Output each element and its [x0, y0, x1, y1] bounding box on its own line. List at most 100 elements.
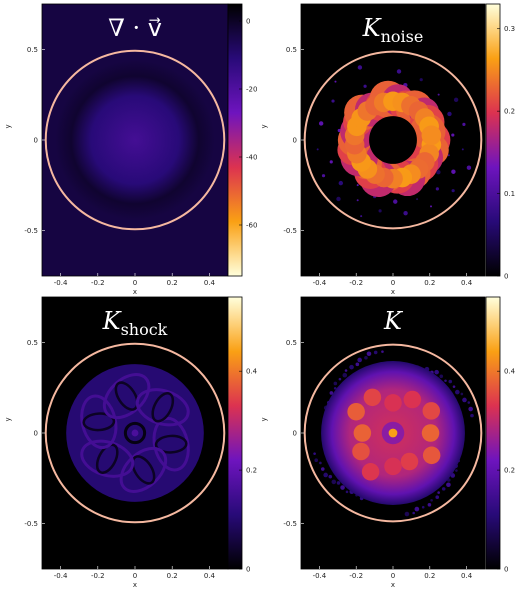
colorbar-tick-label: 0.2 — [504, 467, 515, 475]
panel-title-main: K — [362, 14, 383, 42]
colorbar — [485, 3, 501, 277]
combined-lobe — [403, 390, 422, 409]
noise-speck — [396, 69, 402, 74]
shock-petal — [135, 388, 190, 427]
combined-lobe — [384, 457, 402, 476]
y-tick-label: 0 — [34, 430, 38, 438]
noise-speck — [430, 205, 433, 208]
noise-speck — [453, 97, 459, 103]
combined-lobe — [421, 424, 440, 442]
halo-speck — [467, 401, 471, 404]
panel-title-subscript: noise — [381, 27, 424, 46]
colorbar-tick-label: -20 — [246, 86, 257, 94]
x-axis-label: x — [133, 581, 137, 589]
halo-speck — [333, 381, 338, 386]
combined-lobe — [347, 402, 365, 421]
halo-speck — [323, 472, 328, 478]
halo-speck — [427, 502, 432, 507]
heatmap-field — [44, 49, 226, 231]
x-tick-label: -0.2 — [349, 279, 363, 287]
y-axis-label: y — [4, 417, 12, 421]
noise-speck — [447, 154, 450, 157]
halo-speck — [340, 485, 345, 490]
x-tick-label: 0 — [133, 279, 137, 287]
panel-title-main: K — [383, 307, 404, 335]
halo-speck — [462, 397, 467, 403]
halo-speck — [349, 364, 354, 370]
noise-speck — [337, 128, 341, 133]
halo-speck — [460, 392, 464, 396]
noise-speck — [451, 133, 455, 137]
colorbar-tick-label: 0 — [504, 566, 508, 574]
x-tick-label: 0.4 — [461, 572, 473, 580]
noise-speck — [451, 169, 456, 174]
halo-speck — [373, 350, 378, 355]
heatmap-field — [303, 343, 483, 523]
y-axis-label: y — [260, 417, 268, 421]
halo-speck — [313, 452, 316, 455]
ring-hole — [369, 116, 417, 164]
panel-title: Kshock — [102, 307, 168, 339]
combined-lobe — [400, 452, 419, 471]
heatmap-panel-4: -0.4 -0.2 0 0.2 0.4 0.5 0 -0.5 x y K 0.4 0.2 0 — [260, 296, 516, 589]
colorbar-tick-label: 0.2 — [246, 467, 257, 475]
heatmap-panel-3: -0.4 -0.2 0 0.2 0.4 0.5 0 -0.5 x y Kshock 0.4 0.2 0 — [4, 296, 258, 589]
y-tick-label: 0 — [293, 137, 297, 145]
y-tick-label: 0.5 — [27, 339, 38, 347]
halo-speck — [364, 356, 368, 360]
y-tick-label: 0.5 — [27, 46, 38, 54]
halo-speck — [344, 369, 348, 372]
shock-swirl — [95, 443, 119, 474]
noise-speck — [360, 215, 363, 218]
halo-speck — [355, 362, 360, 367]
shock-swirl — [154, 434, 188, 454]
x-tick-label: -0.2 — [91, 572, 105, 580]
halo-speck — [452, 385, 456, 388]
halo-speck — [342, 372, 348, 378]
halo-speck — [404, 511, 410, 517]
halo-speck — [430, 499, 433, 502]
colorbar — [227, 296, 243, 570]
halo-speck — [434, 369, 439, 375]
x-tick-label: 0.4 — [204, 572, 216, 580]
halo-speck — [444, 379, 447, 383]
noise-speck — [318, 121, 324, 126]
colorbar-tick-label: 0.2 — [504, 108, 515, 116]
x-tick-label: 0.4 — [204, 279, 216, 287]
shock-swirl — [151, 392, 175, 423]
noise-speck — [451, 189, 455, 193]
noise-speck — [378, 209, 382, 213]
noise-speck — [447, 111, 452, 117]
colorbar — [227, 3, 243, 277]
halo-speck — [329, 391, 334, 395]
combined-lobe — [363, 388, 382, 407]
y-tick-label: -0.5 — [24, 227, 38, 235]
domain-circle — [303, 343, 483, 523]
noise-speck — [466, 165, 472, 170]
halo-speck — [357, 357, 362, 363]
x-tick-label: 0 — [391, 572, 395, 580]
panel-title: K — [383, 307, 404, 335]
x-tick-label: 0.2 — [424, 572, 435, 580]
x-tick-label: -0.4 — [313, 572, 327, 580]
colorbar-tick-label: -40 — [246, 154, 257, 162]
y-tick-label: -0.5 — [283, 227, 297, 235]
colorbar-tick-label: 0 — [246, 18, 250, 26]
noise-speck — [338, 180, 344, 186]
noise-speck — [331, 99, 335, 103]
y-tick-label: 0 — [34, 137, 38, 145]
noise-speck — [316, 148, 319, 151]
domain-circle — [44, 49, 226, 231]
shock-swirl — [114, 381, 139, 411]
combined-center — [388, 428, 398, 438]
shock-swirl — [82, 412, 116, 432]
halo-speck — [441, 487, 446, 491]
domain-circle — [303, 50, 483, 230]
x-tick-label: -0.4 — [54, 572, 68, 580]
noise-speck — [363, 84, 367, 88]
halo-speck — [366, 351, 372, 357]
y-tick-label: -0.5 — [283, 520, 297, 528]
halo-speck — [338, 377, 342, 381]
noise-speck — [357, 65, 363, 70]
